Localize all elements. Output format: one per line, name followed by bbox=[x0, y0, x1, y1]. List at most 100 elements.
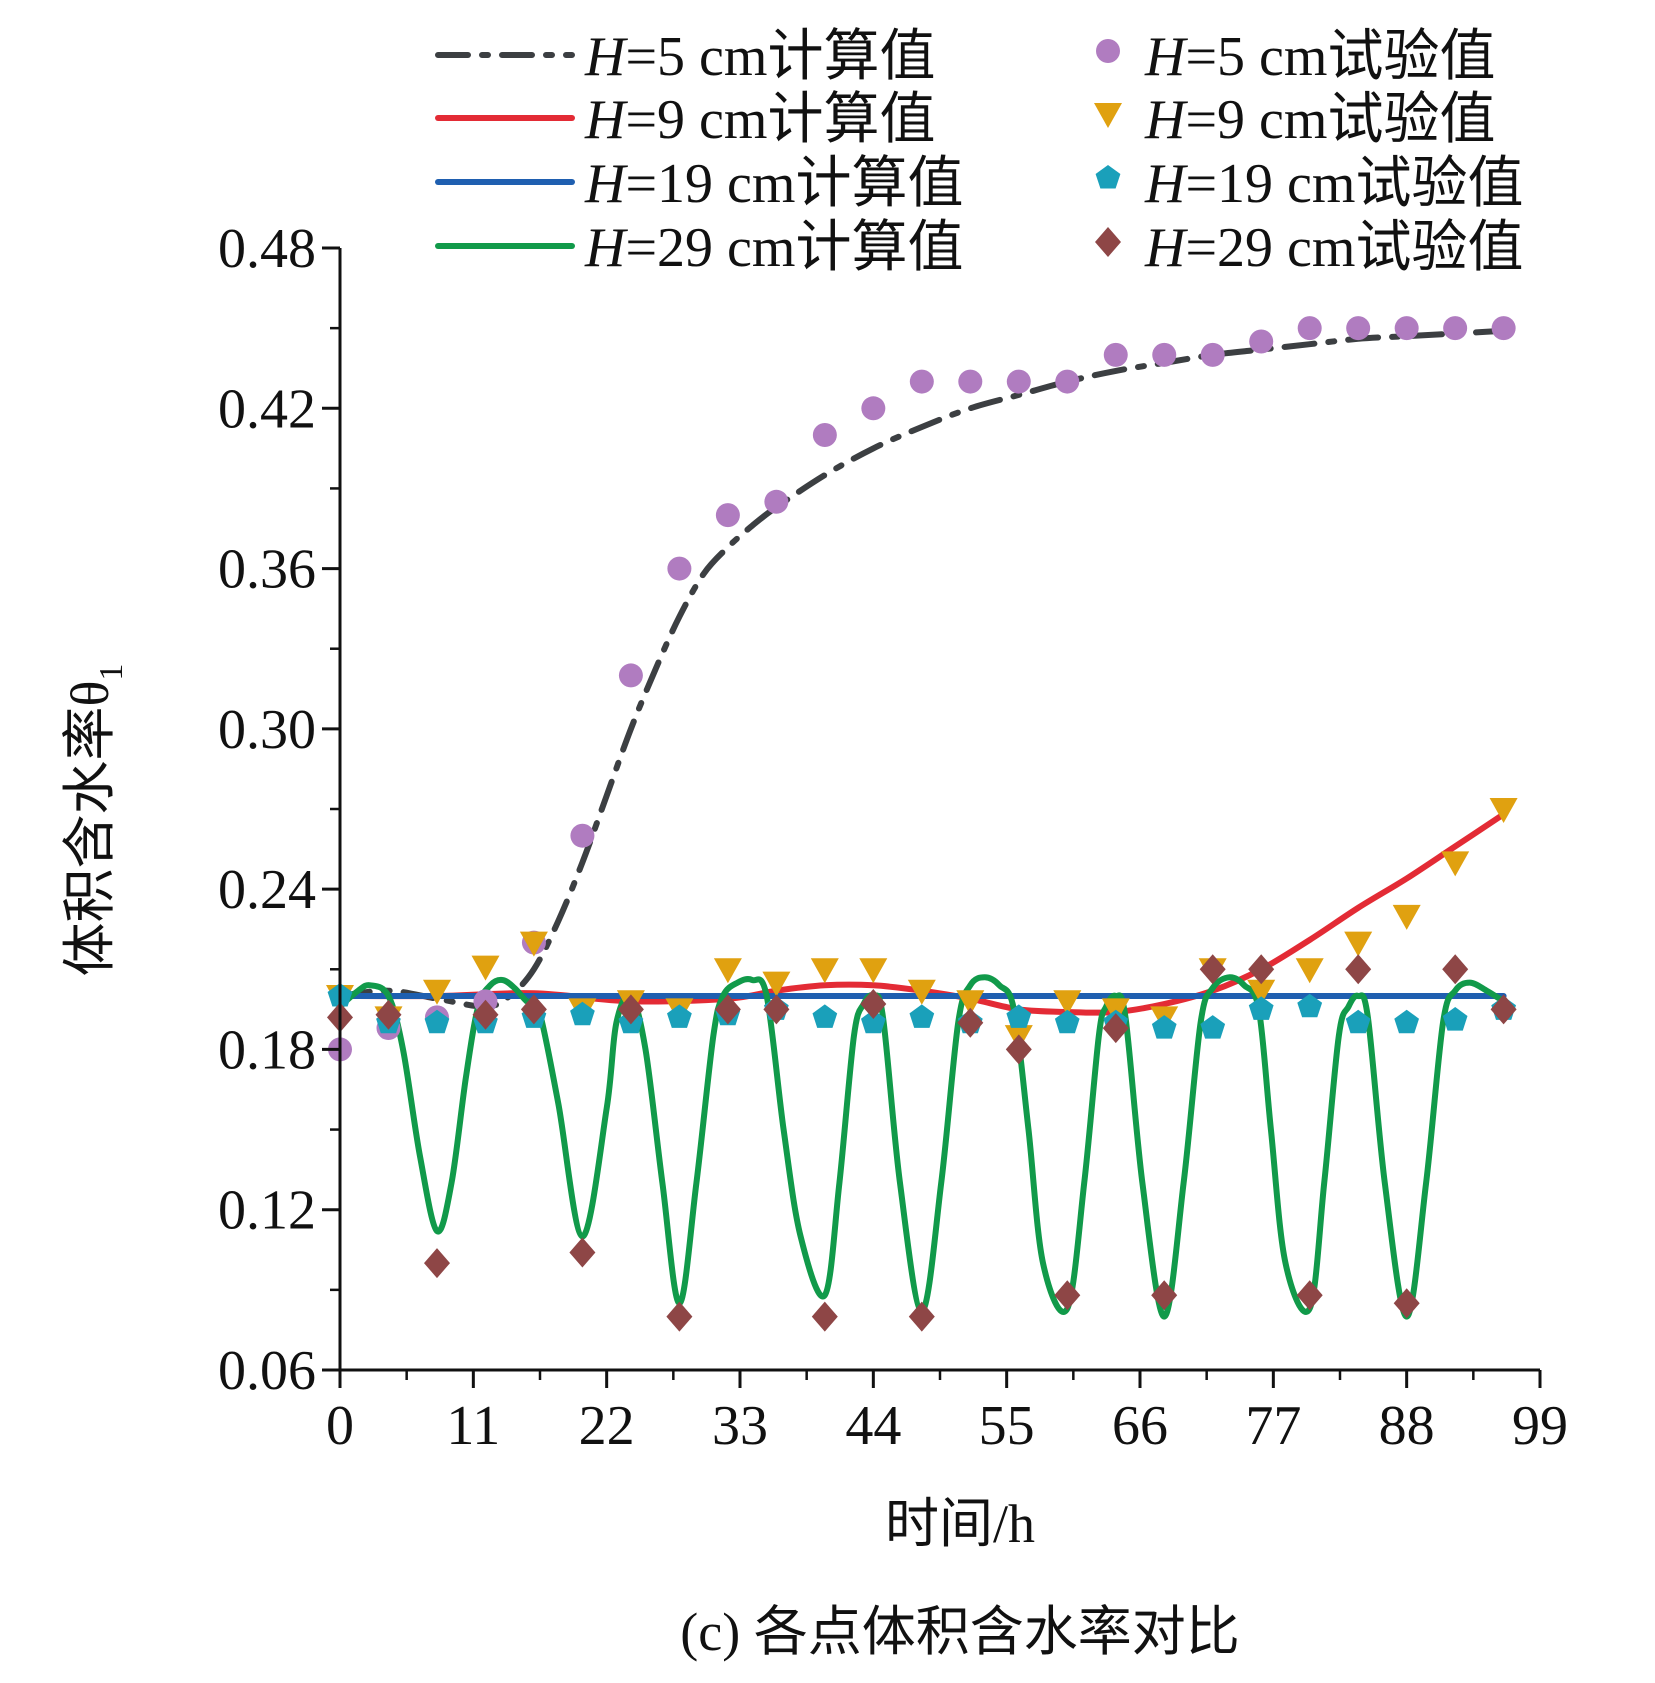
series-2-point bbox=[1295, 958, 1324, 984]
series-4-point bbox=[520, 994, 547, 1025]
series-3-point bbox=[1394, 1009, 1419, 1034]
series-2-point bbox=[1489, 798, 1518, 823]
y-tick-label: 0.48 bbox=[218, 218, 316, 280]
series-1-point bbox=[667, 556, 692, 581]
series-1-point bbox=[958, 369, 983, 394]
series-4-point bbox=[1393, 1288, 1420, 1319]
series-2-point bbox=[956, 990, 985, 1016]
series-3-point bbox=[909, 1004, 935, 1028]
series-1-point bbox=[1394, 316, 1419, 341]
legend-label: H=5 cm计算值 bbox=[584, 26, 935, 88]
y-tick-label: 0.18 bbox=[218, 1019, 316, 1081]
legend-label: H=9 cm试验值 bbox=[1144, 89, 1495, 151]
series-2-point bbox=[423, 979, 451, 1005]
series-1-point bbox=[1297, 316, 1322, 341]
series-3-point bbox=[1054, 1009, 1080, 1034]
x-tick-label: 66 bbox=[1112, 1395, 1168, 1457]
x-tick-label: 33 bbox=[712, 1395, 768, 1457]
series-4-point bbox=[569, 1237, 596, 1268]
series-4-point bbox=[860, 989, 887, 1019]
series-3-point bbox=[1006, 1004, 1032, 1028]
figure-caption: (c) 各点体积含水率对比 bbox=[680, 1602, 1239, 1662]
series-line-4 bbox=[340, 974, 1507, 1320]
legend-label: H=19 cm计算值 bbox=[584, 153, 963, 215]
series-4-point bbox=[1248, 954, 1275, 985]
series-3-point bbox=[1151, 1015, 1177, 1039]
series-3-point bbox=[1248, 996, 1274, 1020]
legend-label: H=19 cm试验值 bbox=[1144, 153, 1523, 215]
series-1-point bbox=[764, 489, 789, 514]
x-tick-label: 11 bbox=[446, 1395, 500, 1457]
series-4-point bbox=[1296, 1280, 1323, 1311]
legend-swatch-marker bbox=[1095, 165, 1121, 189]
y-axis-title-main: 体积含水率θ bbox=[60, 681, 120, 977]
series-4-point bbox=[1490, 994, 1517, 1025]
series-4-point bbox=[666, 1301, 693, 1332]
series-1-point bbox=[570, 823, 595, 848]
series-2-point bbox=[762, 971, 791, 997]
series-3-point bbox=[1200, 1015, 1226, 1039]
series-1-point bbox=[861, 396, 886, 421]
legend-swatch-marker bbox=[1095, 227, 1121, 257]
x-tick-label: 55 bbox=[979, 1395, 1035, 1457]
series-2-point bbox=[471, 955, 500, 981]
series-2-point bbox=[1247, 979, 1276, 1005]
series-3-point bbox=[1297, 993, 1323, 1018]
x-tick-label: 0 bbox=[326, 1395, 354, 1457]
series-4-point bbox=[1102, 1013, 1129, 1044]
series-4-point bbox=[763, 994, 790, 1025]
series-2-point bbox=[1053, 990, 1082, 1016]
series-2-point bbox=[907, 979, 936, 1005]
series-1-point bbox=[1491, 316, 1516, 341]
series-3-point bbox=[1442, 1007, 1468, 1031]
series-4-point bbox=[1054, 1280, 1081, 1311]
series-1-point bbox=[1103, 342, 1128, 367]
series-2-point bbox=[713, 958, 742, 984]
series-lines bbox=[340, 327, 1507, 1320]
series-4-point bbox=[957, 1007, 984, 1038]
x-axis-title: 时间/h bbox=[885, 1494, 1035, 1554]
legend-label: H=29 cm试验值 bbox=[1144, 217, 1523, 279]
x-tick-label: 77 bbox=[1245, 1395, 1301, 1457]
series-1-point bbox=[1055, 369, 1080, 394]
series-4-point bbox=[811, 1301, 838, 1332]
y-tick-label: 0.42 bbox=[218, 378, 316, 440]
series-4-point bbox=[1442, 954, 1469, 985]
series-4-point bbox=[375, 999, 402, 1030]
series-3-point bbox=[812, 1004, 838, 1028]
x-tick-label: 88 bbox=[1379, 1395, 1435, 1457]
y-axis-title-subscript: 1 bbox=[93, 664, 130, 681]
series-2-point bbox=[859, 958, 888, 984]
series-4-point bbox=[424, 1248, 450, 1279]
series-4-point bbox=[714, 994, 741, 1025]
series-1-point bbox=[812, 423, 837, 447]
series-3-point bbox=[861, 1009, 886, 1034]
series-markers bbox=[326, 316, 1518, 1332]
y-tick-label: 0.06 bbox=[218, 1340, 316, 1402]
legend-swatch-marker bbox=[1096, 39, 1120, 63]
y-tick-label: 0.36 bbox=[218, 539, 316, 601]
series-3-point bbox=[667, 1004, 692, 1028]
x-tick-label: 99 bbox=[1512, 1395, 1568, 1457]
series-3-point bbox=[1345, 1009, 1371, 1034]
series-2-point bbox=[1392, 904, 1421, 930]
y-axis-title: 体积含水率θ1 bbox=[60, 664, 130, 977]
series-1-point bbox=[1249, 329, 1274, 354]
legend-label: H=5 cm试验值 bbox=[1144, 26, 1495, 88]
series-1-point bbox=[1346, 316, 1371, 341]
series-2-point bbox=[810, 958, 839, 984]
series-1-point bbox=[618, 663, 643, 688]
legend-label: H=9 cm计算值 bbox=[584, 89, 935, 151]
series-2-point bbox=[519, 931, 548, 957]
series-3-point bbox=[570, 1001, 595, 1026]
y-tick-label: 0.12 bbox=[218, 1180, 316, 1242]
legend-label: H=29 cm计算值 bbox=[584, 217, 963, 279]
x-tick-label: 44 bbox=[845, 1395, 901, 1457]
series-4-point bbox=[1345, 954, 1372, 985]
series-4-point bbox=[908, 1301, 935, 1332]
series-4-point bbox=[1199, 954, 1226, 985]
series-1-point bbox=[1200, 342, 1225, 367]
series-2-point bbox=[1344, 931, 1373, 957]
series-1-point bbox=[1006, 369, 1031, 394]
